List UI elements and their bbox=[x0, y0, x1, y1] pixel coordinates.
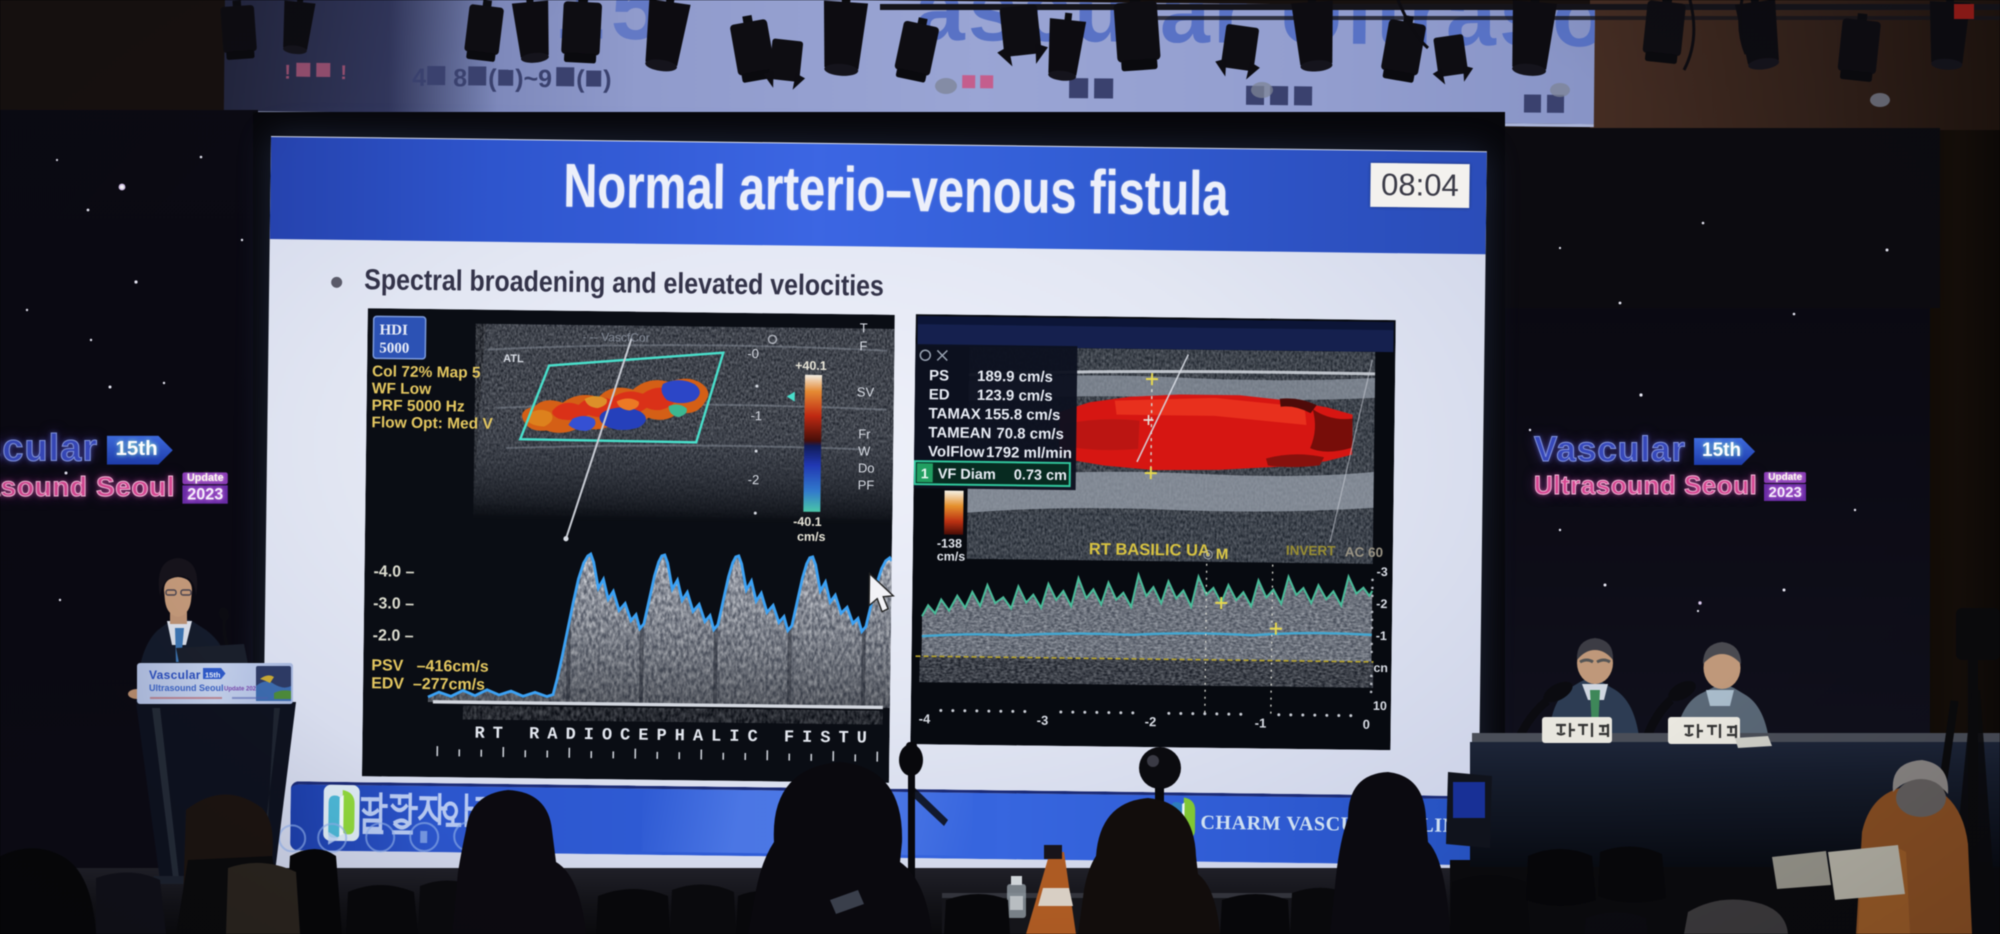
svg-text:10: 10 bbox=[1373, 699, 1387, 713]
svg-text:+40.1: +40.1 bbox=[795, 359, 827, 373]
svg-text:!: ! bbox=[340, 62, 347, 84]
svg-text:!: ! bbox=[284, 62, 291, 84]
svg-text:-2: -2 bbox=[748, 472, 760, 487]
svg-text:-2: -2 bbox=[1376, 597, 1387, 611]
svg-text:-1: -1 bbox=[1376, 629, 1387, 643]
svg-text:F: F bbox=[859, 338, 867, 353]
svg-text:INVERT: INVERT bbox=[1286, 543, 1336, 559]
svg-text:): ) bbox=[603, 66, 612, 94]
svg-text:Ultrasound Seoul: Ultrasound Seoul bbox=[149, 683, 224, 693]
svg-text:HDI: HDI bbox=[379, 322, 408, 338]
svg-text:-3: -3 bbox=[1037, 713, 1049, 728]
svg-text:-3.0 –: -3.0 – bbox=[373, 595, 414, 613]
svg-text:-4.0 –: -4.0 – bbox=[373, 563, 414, 581]
svg-text:1: 1 bbox=[921, 465, 929, 481]
svg-text:189.9 cm/s: 189.9 cm/s bbox=[977, 368, 1053, 386]
svg-text:- -- VascfCor: - -- VascfCor bbox=[582, 330, 649, 345]
svg-text:-1: -1 bbox=[750, 408, 762, 423]
svg-text:15th: 15th bbox=[205, 671, 221, 680]
svg-text:TAMEAN: TAMEAN bbox=[928, 424, 991, 442]
svg-text:-2: -2 bbox=[1145, 714, 1157, 729]
svg-text:)~9: )~9 bbox=[515, 65, 552, 93]
svg-text:5000: 5000 bbox=[379, 340, 409, 356]
svg-text:cm/s: cm/s bbox=[937, 549, 966, 563]
svg-text:PF: PF bbox=[858, 477, 875, 492]
svg-text:Flow Opt: Med V: Flow Opt: Med V bbox=[371, 414, 493, 433]
svg-text:8: 8 bbox=[453, 64, 467, 92]
svg-text:T: T bbox=[860, 320, 868, 335]
svg-text:PS: PS bbox=[929, 367, 949, 384]
svg-text:cm/s: cm/s bbox=[797, 530, 826, 544]
svg-text:TAMAX: TAMAX bbox=[928, 405, 980, 423]
svg-text:ED: ED bbox=[929, 386, 950, 403]
svg-text:Do: Do bbox=[858, 460, 875, 475]
svg-text:M: M bbox=[1216, 546, 1229, 563]
svg-text:-3: -3 bbox=[1377, 565, 1388, 579]
svg-text:-4: -4 bbox=[919, 711, 932, 726]
svg-text:WF Low: WF Low bbox=[372, 380, 433, 398]
svg-text:1792 ml/min: 1792 ml/min bbox=[986, 444, 1072, 462]
svg-text:-2.0 –: -2.0 – bbox=[373, 627, 414, 645]
svg-text:ATL: ATL bbox=[503, 353, 524, 365]
svg-text:-1: -1 bbox=[1255, 715, 1267, 730]
svg-text:◎: ◎ bbox=[1203, 547, 1214, 561]
svg-text:123.9 cm/s: 123.9 cm/s bbox=[977, 387, 1053, 405]
svg-text:-0: -0 bbox=[747, 346, 759, 361]
svg-text:cn: cn bbox=[1373, 661, 1388, 675]
svg-text:155.8 cm/s: 155.8 cm/s bbox=[984, 406, 1060, 424]
svg-text:SV: SV bbox=[857, 384, 875, 399]
svg-text:PRF 5000 Hz: PRF 5000 Hz bbox=[372, 397, 465, 415]
svg-text:RT BASILIC UA: RT BASILIC UA bbox=[1089, 540, 1210, 560]
svg-text:W: W bbox=[858, 443, 871, 458]
svg-text:70.8 cm/s: 70.8 cm/s bbox=[996, 425, 1064, 443]
svg-text:EDV –277cm/s: EDV –277cm/s bbox=[371, 675, 485, 693]
svg-text:CHARM VASCULAR CLINIC: CHARM VASCULAR CLINIC bbox=[1200, 812, 1479, 838]
svg-text:-138: -138 bbox=[937, 536, 962, 550]
svg-text:4: 4 bbox=[412, 64, 426, 92]
svg-text:PSV –416cm/s: PSV –416cm/s bbox=[371, 657, 489, 675]
svg-text:Col 72% Map 5: Col 72% Map 5 bbox=[372, 363, 481, 381]
svg-text:(: ( bbox=[488, 65, 497, 93]
svg-text:Fr: Fr bbox=[858, 426, 871, 441]
svg-text:VolFlow: VolFlow bbox=[928, 443, 985, 461]
svg-text:0: 0 bbox=[1363, 717, 1370, 732]
svg-text:(: ( bbox=[576, 65, 585, 93]
svg-text:0.73 cm: 0.73 cm bbox=[1014, 467, 1067, 484]
svg-text:AC 60: AC 60 bbox=[1345, 545, 1383, 560]
svg-text:VF Diam: VF Diam bbox=[938, 466, 996, 483]
svg-text:Update 2023: Update 2023 bbox=[224, 687, 260, 693]
svg-text:-40.1: -40.1 bbox=[793, 515, 822, 529]
svg-text:Vascular: Vascular bbox=[149, 668, 201, 682]
